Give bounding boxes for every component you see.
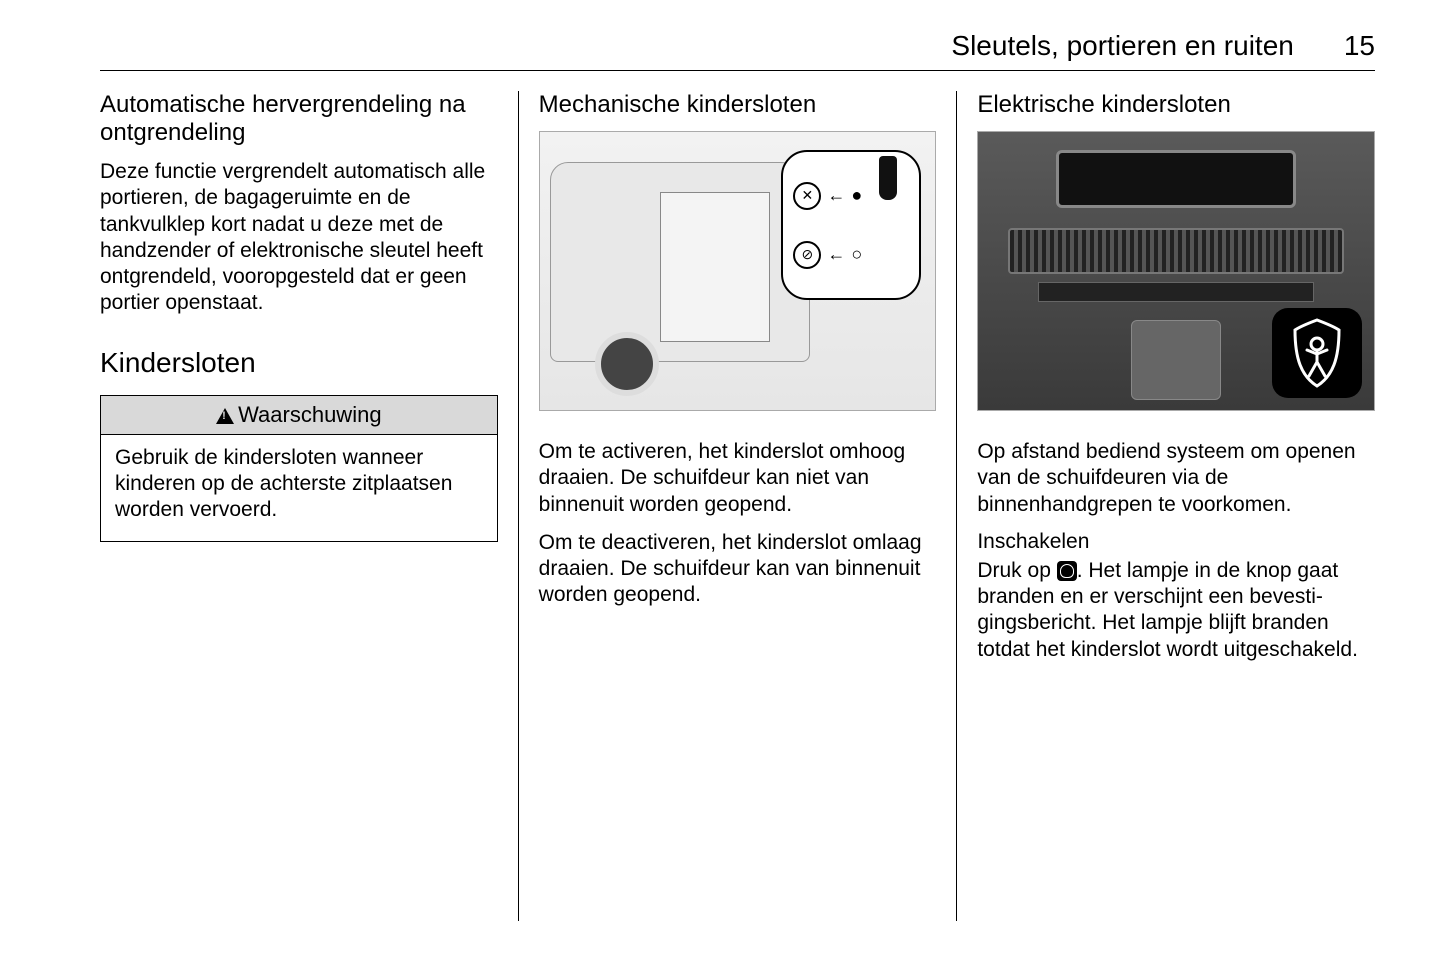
column-3: Elektrische kindersloten Op afstand bedi… xyxy=(957,91,1375,921)
child-lock-icon xyxy=(1287,318,1347,388)
col2-paragraph-deactivate: Om te deactiveren, het kinderslot omlaag… xyxy=(539,530,937,609)
warning-title-text: Waarschuwing xyxy=(238,402,381,427)
warning-header: Waarschuwing xyxy=(101,396,497,435)
manual-page: Sleutels, portieren en ruiten 15 Automat… xyxy=(0,0,1445,966)
column-1: Automatische hervergrendeling na ontgren… xyxy=(100,91,518,921)
col3-paragraph-enable: Druk op . Het lampje in de knop gaat bra… xyxy=(977,558,1375,663)
lock-row-locked: ✕ ← ● xyxy=(793,182,862,210)
dot-icon: ● xyxy=(851,185,862,206)
col1-paragraph-auto-relock: Deze functie vergrendelt automatisch all… xyxy=(100,159,498,317)
arrow-left-icon: ← xyxy=(827,244,845,265)
arrow-left-icon: ← xyxy=(827,185,845,206)
col3-paragraph-remote: Op afstand bediend systeem om openen van… xyxy=(977,439,1375,518)
page-header: Sleutels, portieren en ruiten 15 xyxy=(100,30,1375,71)
col2-heading-mechanical: Mechanische kindersloten xyxy=(539,91,937,119)
lock-callout-bubble: ✕ ← ● ⊘ ← ○ xyxy=(781,150,921,300)
col1-heading-auto-relock: Automatische hervergrendeling na ontgren… xyxy=(100,91,498,147)
section-title: Sleutels, portieren en ruiten xyxy=(951,30,1293,62)
col3-text-before-icon: Druk op xyxy=(977,559,1056,582)
dashboard-vents-shape xyxy=(1008,228,1344,274)
col3-heading-enable: Inschakelen xyxy=(977,530,1375,554)
child-unlocked-icon: ⊘ xyxy=(793,241,821,269)
column-2: Mechanische kindersloten ✕ ← ● ⊘ ← ○ xyxy=(518,91,958,921)
col1-heading-childlocks: Kindersloten xyxy=(100,347,498,379)
figure-electric-childlock xyxy=(977,131,1375,411)
lock-row-unlocked: ⊘ ← ○ xyxy=(793,241,862,269)
dot-outline-icon: ○ xyxy=(851,244,862,265)
warning-triangle-icon xyxy=(216,408,234,424)
col3-heading-electric: Elektrische kindersloten xyxy=(977,91,1375,119)
child-lock-inline-icon xyxy=(1057,561,1077,581)
van-sliding-door-shape xyxy=(660,192,770,342)
figure-mechanical-childlock: ✕ ← ● ⊘ ← ○ xyxy=(539,131,937,411)
dashboard-screen-shape xyxy=(1056,150,1296,208)
warning-body-text: Gebruik de kindersloten wanneer kinderen… xyxy=(101,435,497,542)
content-columns: Automatische hervergrendeling na ontgren… xyxy=(100,91,1375,921)
page-number: 15 xyxy=(1344,30,1375,62)
child-lock-button-badge xyxy=(1272,308,1362,398)
warning-box: Waarschuwing Gebruik de kindersloten wan… xyxy=(100,395,498,543)
dashboard-button-strip xyxy=(1038,282,1314,302)
lock-knob-icon xyxy=(879,156,897,200)
col2-paragraph-activate: Om te activeren, het kinderslot omhoog d… xyxy=(539,439,937,518)
van-wheel-shape xyxy=(595,332,659,396)
child-locked-icon: ✕ xyxy=(793,182,821,210)
center-console-shape xyxy=(1131,320,1221,400)
